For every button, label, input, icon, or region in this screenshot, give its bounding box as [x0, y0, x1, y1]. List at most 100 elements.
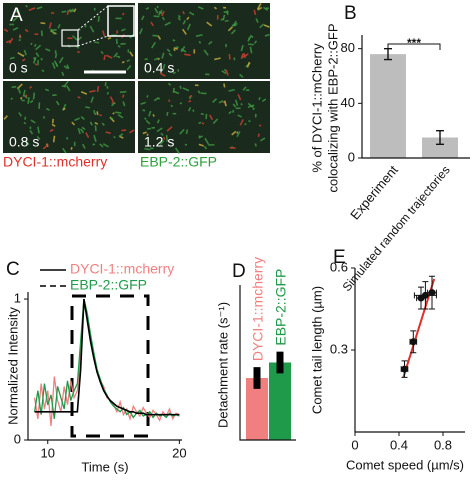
axis	[361, 35, 470, 159]
x-tick-label: Simulated random trajectories	[340, 163, 453, 294]
speckle	[129, 129, 135, 134]
speckle	[52, 135, 56, 143]
speckle	[105, 54, 113, 59]
speckle	[198, 121, 202, 125]
speckle	[257, 133, 260, 137]
speckle	[163, 136, 166, 140]
y-tick-label: 80	[341, 40, 355, 55]
micrograph	[3, 3, 135, 79]
speckle	[225, 69, 229, 76]
speckle	[121, 60, 125, 64]
speckle	[168, 99, 171, 103]
speckle	[159, 140, 165, 146]
speckle	[58, 56, 64, 64]
speckle	[139, 28, 143, 35]
axis	[354, 268, 465, 433]
x-tick-label: 0.4	[390, 437, 408, 452]
speckle	[156, 119, 160, 124]
speckle	[71, 9, 75, 13]
speckle	[41, 69, 45, 73]
speckle	[50, 28, 57, 32]
speckle	[198, 40, 202, 44]
speckle	[45, 48, 51, 52]
speckle	[142, 131, 147, 135]
speckle	[167, 82, 172, 87]
speckle	[259, 23, 265, 29]
speckle	[258, 124, 262, 127]
speckle	[94, 41, 100, 44]
speckle	[61, 10, 67, 13]
speckle	[84, 24, 87, 28]
speckle	[157, 57, 160, 61]
speckle	[16, 11, 20, 16]
speckle	[240, 53, 244, 60]
speckle	[96, 111, 99, 116]
speckle	[179, 128, 185, 135]
speckle	[17, 87, 22, 94]
frame-time: 0.8 s	[9, 134, 39, 150]
speckle	[184, 143, 188, 146]
speckle	[173, 47, 179, 50]
speckle	[34, 44, 42, 51]
speckle	[166, 111, 169, 116]
legend-label: EBP-2::GFP	[70, 277, 147, 293]
speckle	[197, 90, 201, 94]
speckle	[117, 114, 124, 119]
speckle	[89, 89, 96, 93]
speckle	[40, 30, 44, 37]
speckle	[126, 65, 132, 71]
speckle	[188, 94, 193, 98]
speckle	[153, 57, 159, 61]
speckle	[161, 10, 165, 17]
speckle	[256, 2, 262, 10]
speckle	[53, 60, 59, 67]
speckle	[5, 40, 11, 44]
speckle	[248, 120, 251, 123]
speckle	[96, 86, 100, 93]
speckle	[154, 7, 159, 14]
speckle	[89, 25, 95, 33]
speckle	[184, 53, 191, 57]
speckle	[180, 46, 186, 53]
speckle	[30, 119, 36, 124]
inset-link	[77, 35, 109, 47]
bar	[370, 54, 406, 159]
speckle	[241, 53, 249, 58]
speckle	[240, 102, 243, 106]
speckle	[62, 107, 66, 111]
legend-label: DYCI-1::mcherry	[70, 261, 174, 277]
speckle	[113, 52, 119, 58]
image-frame	[3, 3, 135, 79]
speckle	[141, 15, 145, 21]
speckle	[45, 107, 50, 111]
speckle	[36, 6, 43, 10]
speckle	[142, 109, 146, 112]
frame-time: 1.2 s	[144, 134, 174, 150]
speckle	[165, 134, 169, 142]
speckle	[261, 98, 267, 103]
speckle	[18, 112, 22, 117]
speckle	[253, 40, 258, 44]
axis	[27, 292, 182, 441]
speckle	[152, 114, 155, 117]
speckle	[71, 35, 78, 41]
point	[428, 289, 436, 297]
speckle	[3, 115, 8, 120]
speckle	[236, 131, 241, 138]
speckle	[42, 116, 46, 119]
speckle	[162, 63, 166, 70]
speckle	[77, 127, 81, 135]
speckle	[157, 35, 162, 40]
speckle	[106, 91, 110, 95]
speckle	[121, 12, 125, 16]
speckle	[109, 96, 114, 103]
speckle	[25, 4, 28, 8]
speckle	[22, 89, 26, 97]
speckle	[144, 147, 151, 151]
speckle	[227, 26, 234, 32]
x-tick-label: 20	[172, 445, 186, 460]
speckle	[32, 92, 36, 100]
speckle	[71, 121, 76, 126]
speckle	[18, 38, 21, 42]
